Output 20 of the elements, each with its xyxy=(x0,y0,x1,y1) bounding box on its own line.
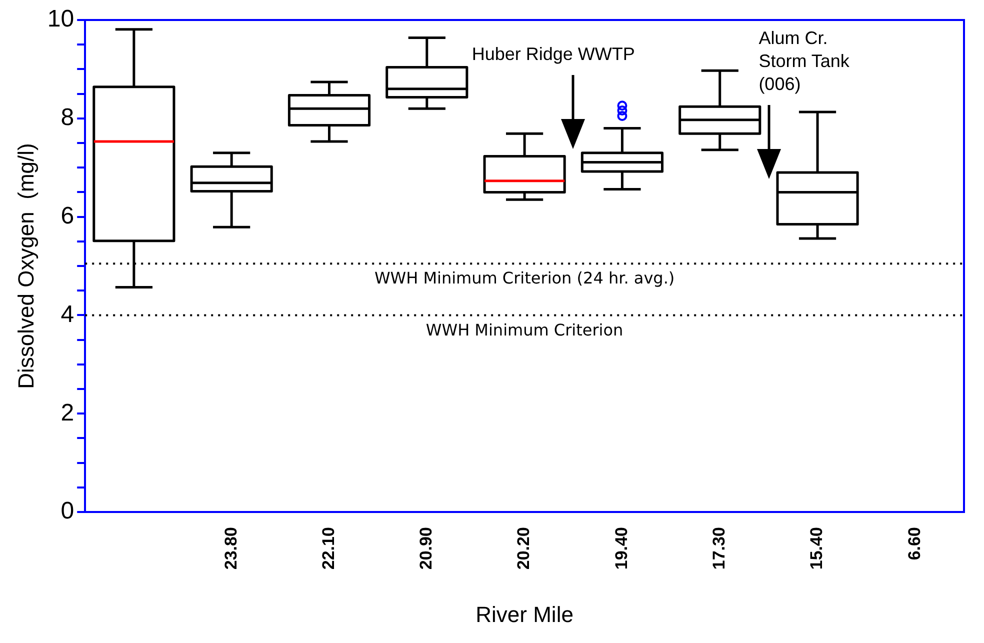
y-axis-title: Dissolved Oxygen (mg/l) xyxy=(13,143,38,389)
x-tick-label: 20.20 xyxy=(514,527,534,570)
annotation: Alum Cr. Storm Tank (006) xyxy=(758,28,850,94)
y-tick-label: 0 xyxy=(60,498,74,525)
ref-line-label: WWH Minimum Criterion xyxy=(426,320,624,340)
x-tick-label: 22.10 xyxy=(318,527,338,570)
x-tick-label: 15.40 xyxy=(807,527,826,570)
y-tick-label: 8 xyxy=(60,104,74,132)
y-tick-label: 10 xyxy=(47,6,74,33)
x-tick-label: 23.80 xyxy=(221,527,240,570)
x-tick-label: 17.30 xyxy=(710,527,729,570)
x-tick-label: 20.90 xyxy=(416,527,436,570)
x-tick-label: 19.40 xyxy=(612,527,631,570)
y-tick-label: 2 xyxy=(60,399,74,426)
annotation: Huber Ridge WWTP xyxy=(472,44,635,64)
x-tick-label: 6.60 xyxy=(904,527,924,560)
x-axis-title: River Mile xyxy=(476,602,574,627)
y-tick-label: 6 xyxy=(60,202,74,230)
ref-line-label: WWH Minimum Criterion (24 hr. avg.) xyxy=(374,268,675,288)
y-tick-label: 4 xyxy=(60,300,74,328)
